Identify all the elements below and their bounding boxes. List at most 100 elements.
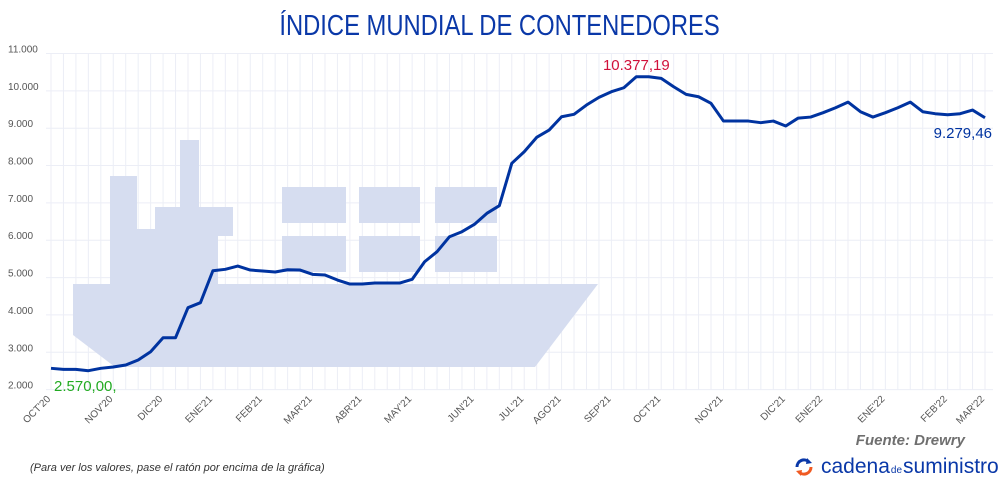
data-point[interactable] (59, 365, 67, 373)
x-tick-label: AGO'21 (531, 394, 564, 427)
data-point[interactable] (670, 83, 678, 91)
data-point[interactable] (483, 209, 491, 217)
data-point[interactable] (919, 108, 927, 116)
y-tick-label: 9.000 (8, 119, 33, 130)
data-point[interactable] (844, 98, 852, 106)
brand-name-1: cadena (821, 455, 890, 478)
data-point[interactable] (782, 122, 790, 130)
data-point[interactable] (794, 114, 802, 122)
container (282, 236, 346, 272)
data-point[interactable] (271, 268, 279, 276)
y-tick-label: 2.000 (8, 381, 33, 392)
data-point[interactable] (259, 267, 267, 275)
data-point[interactable] (545, 126, 553, 134)
data-point[interactable] (881, 109, 889, 117)
data-point[interactable] (458, 228, 466, 236)
data-point[interactable] (109, 363, 117, 371)
data-point[interactable] (97, 364, 105, 372)
data-point[interactable] (894, 104, 902, 112)
data-point[interactable] (969, 106, 977, 114)
data-point[interactable] (47, 364, 55, 372)
data-point[interactable] (159, 334, 167, 342)
data-point[interactable] (371, 279, 379, 287)
data-point[interactable] (446, 233, 454, 241)
brand-logo[interactable]: cadena de suministro (793, 455, 999, 479)
ship-illustration (73, 140, 598, 367)
data-point[interactable] (533, 133, 541, 141)
series-line[interactable] (50, 75, 986, 373)
series (47, 73, 989, 375)
data-point[interactable] (470, 220, 478, 228)
x-tick-label: MAY'21 (382, 394, 414, 426)
data-point[interactable] (433, 248, 441, 256)
container (282, 187, 346, 223)
data-point[interactable] (744, 117, 752, 125)
data-point[interactable] (620, 84, 628, 92)
data-point[interactable] (134, 356, 142, 364)
data-point[interactable] (309, 270, 317, 278)
data-point[interactable] (209, 267, 217, 275)
data-point[interactable] (184, 304, 192, 312)
data-point[interactable] (707, 99, 715, 107)
data-point[interactable] (869, 113, 877, 121)
data-point[interactable] (906, 98, 914, 106)
data-point[interactable] (695, 93, 703, 101)
data-point[interactable] (807, 113, 815, 121)
data-point[interactable] (944, 111, 952, 119)
data-point[interactable] (607, 88, 615, 96)
y-tick-label: 6.000 (8, 231, 33, 242)
data-point[interactable] (819, 109, 827, 117)
data-point[interactable] (147, 348, 155, 356)
data-point[interactable] (520, 148, 528, 156)
data-point[interactable] (757, 119, 765, 127)
data-point[interactable] (172, 334, 180, 342)
x-tick-label: ABR'21 (333, 394, 365, 426)
x-tick-label: FEB'21 (234, 394, 265, 425)
data-point[interactable] (408, 275, 416, 283)
data-point[interactable] (682, 90, 690, 98)
data-point[interactable] (421, 258, 429, 266)
annotations: 2.570,00, 10.377,19 9.279,46 (54, 57, 992, 395)
x-tick-label: NOV'20 (83, 394, 116, 427)
data-point[interactable] (508, 159, 516, 167)
data-point[interactable] (221, 265, 229, 273)
data-point[interactable] (558, 113, 566, 121)
source-label: Fuente: Drewry (855, 432, 965, 449)
data-point[interactable] (284, 266, 292, 274)
hover-hint: (Para ver los valores, pase el ratón por… (30, 462, 325, 474)
data-point[interactable] (396, 279, 404, 287)
data-point[interactable] (321, 271, 329, 279)
data-point[interactable] (645, 73, 653, 81)
data-point[interactable] (595, 93, 603, 101)
data-point[interactable] (72, 365, 80, 373)
data-point[interactable] (719, 117, 727, 125)
data-point[interactable] (495, 202, 503, 210)
data-point[interactable] (383, 279, 391, 287)
data-point[interactable] (296, 266, 304, 274)
x-axis: OCT'20 NOV'20 DIC'20 ENE'21 FEB'21 MAR'21 ABR'… (21, 394, 987, 427)
ship-bridge (110, 140, 233, 284)
data-point[interactable] (769, 117, 777, 125)
data-point[interactable] (346, 280, 354, 288)
data-point[interactable] (358, 280, 366, 288)
data-point[interactable] (981, 114, 989, 122)
x-tick-label: ENE'22 (794, 394, 826, 426)
data-point[interactable] (582, 101, 590, 109)
data-point[interactable] (333, 276, 341, 284)
data-point[interactable] (931, 110, 939, 118)
data-point[interactable] (856, 108, 864, 116)
y-tick-label: 7.000 (8, 194, 33, 205)
data-point[interactable] (196, 299, 204, 307)
data-point[interactable] (122, 361, 130, 369)
data-point[interactable] (84, 367, 92, 375)
data-point[interactable] (234, 262, 242, 270)
data-point[interactable] (632, 73, 640, 81)
data-point[interactable] (570, 110, 578, 118)
data-point[interactable] (732, 117, 740, 125)
data-point[interactable] (956, 110, 964, 118)
x-tick-label: FEB'22 (919, 394, 950, 425)
data-point[interactable] (832, 104, 840, 112)
data-point[interactable] (246, 266, 254, 274)
data-point[interactable] (657, 74, 665, 82)
